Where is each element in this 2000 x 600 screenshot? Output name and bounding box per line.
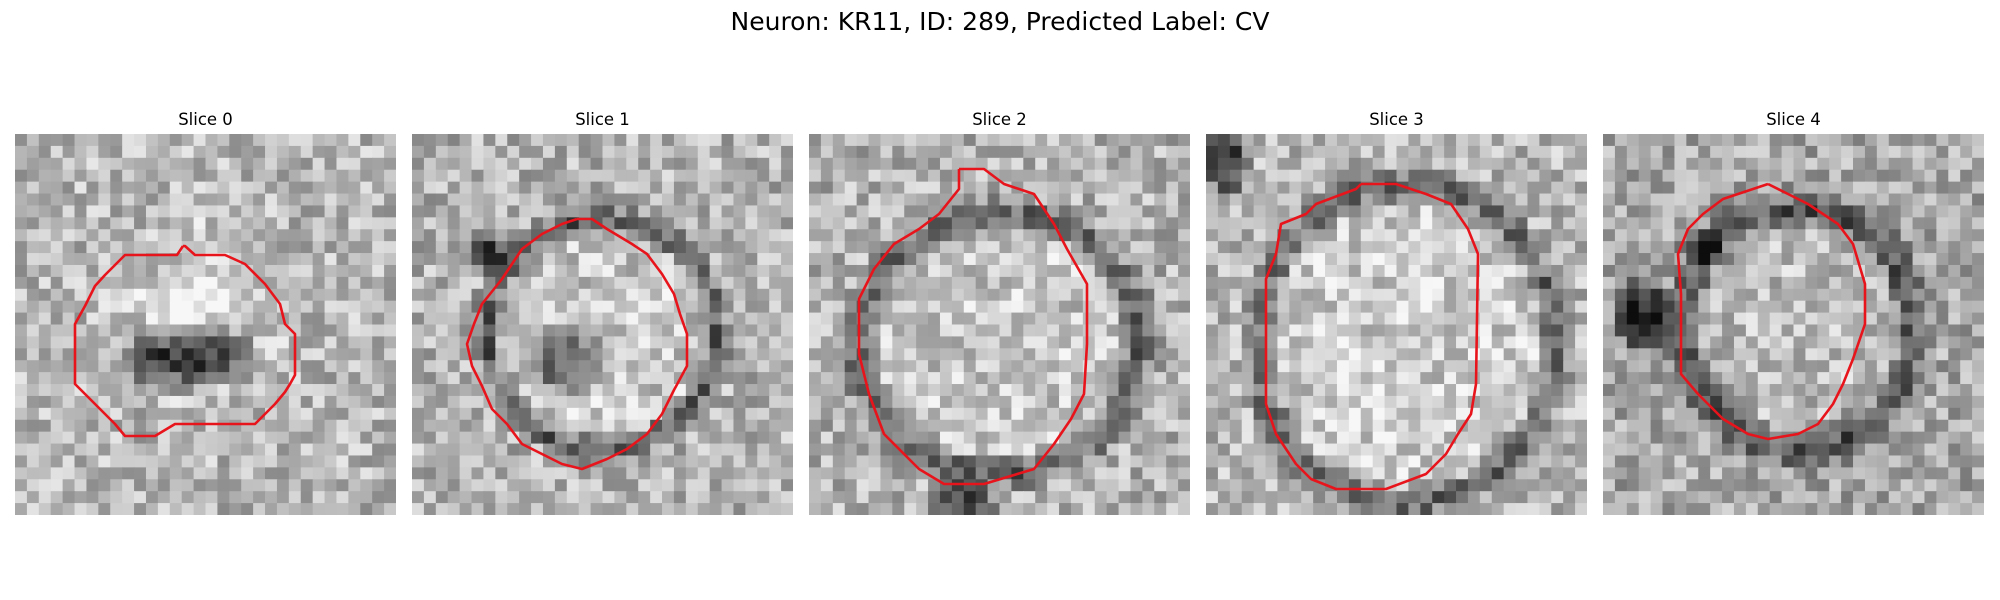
slice-4-title: Slice 4 [1766, 110, 1821, 129]
slice-1-title: Slice 1 [575, 110, 630, 129]
roi-contour [1676, 182, 1867, 441]
slice-1-image [412, 134, 793, 515]
slice-0-title: Slice 0 [178, 110, 233, 129]
roi-contour [73, 244, 297, 438]
slice-0-image [15, 134, 396, 515]
slice-4-image [1603, 134, 1984, 515]
figure-title: Neuron: KR11, ID: 289, Predicted Label: … [730, 7, 1270, 36]
slice-2-image [809, 134, 1190, 515]
roi-contour [857, 167, 1089, 486]
roi-contour [1264, 182, 1480, 491]
slice-2-title: Slice 2 [972, 110, 1027, 129]
slice-3-title: Slice 3 [1369, 110, 1424, 129]
roi-contour [465, 217, 689, 471]
slice-3-image [1206, 134, 1587, 515]
